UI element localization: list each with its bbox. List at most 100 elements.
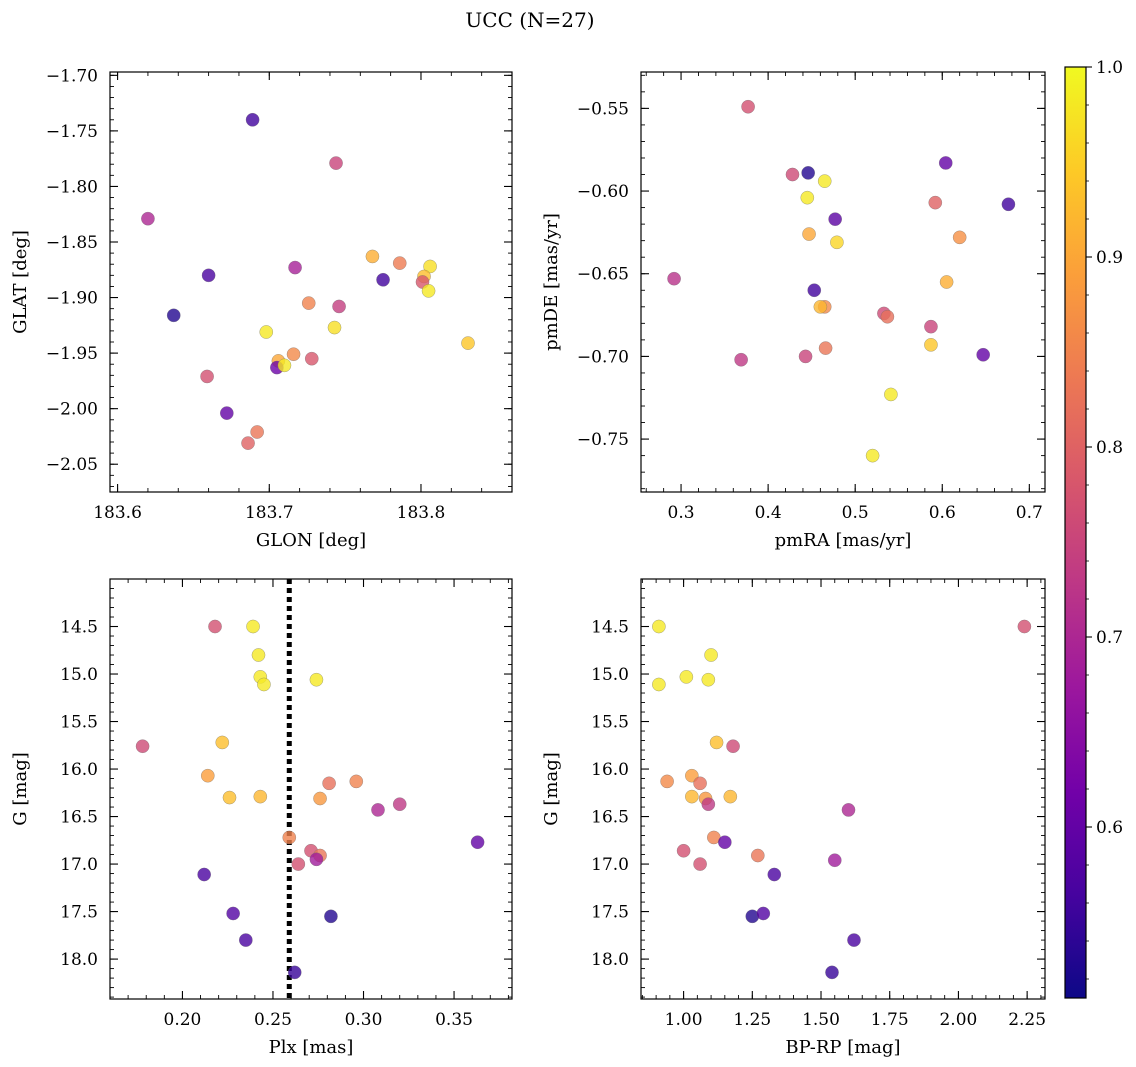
x-tick-label: 0.30: [345, 1010, 383, 1030]
y-tick-label: −1.85: [46, 233, 98, 253]
colorbar-tick-label: 0.6: [1096, 818, 1123, 838]
y-tick-label: −0.75: [577, 430, 629, 450]
x-tick-label: 0.4: [755, 503, 782, 523]
scatter-point: [246, 619, 260, 634]
scatter-point: [723, 789, 738, 804]
scatter-point: [801, 166, 816, 180]
scatter-point: [329, 156, 343, 170]
y-tick-label: 15.5: [60, 713, 98, 733]
scatter-point: [652, 677, 666, 692]
scatter-point: [952, 230, 967, 245]
scatter-point: [222, 790, 237, 805]
scatter-point: [259, 325, 274, 339]
x-tick-label: 183.8: [397, 503, 446, 523]
scatter-point: [226, 906, 240, 921]
scatter-point: [470, 835, 485, 850]
scatter-point: [309, 672, 324, 687]
y-tick-label: 15.0: [591, 665, 629, 685]
panel-plx-g: 0.20 0.25 0.30 0.35 14.5 15.0 15.5 16.0 16.5 17.0…: [10, 578, 513, 1058]
scatter-point: [785, 167, 800, 182]
y-tick-label: 18.0: [591, 950, 629, 970]
y-tick-label: −1.95: [46, 344, 98, 364]
x-tick-label: 0.7: [1016, 503, 1043, 523]
scatter-point: [813, 299, 828, 314]
x-tick-label: 1.50: [802, 1010, 840, 1030]
scatter-point: [938, 156, 953, 170]
scatter-point: [924, 337, 938, 352]
scatter-point: [667, 271, 681, 286]
colorbar-tick-label: 1.0: [1096, 58, 1123, 78]
scatter-point: [201, 268, 216, 283]
scatter-point: [734, 352, 748, 367]
y-tick-label: 18.0: [60, 950, 98, 970]
y-tick-label: 17.0: [591, 855, 629, 875]
scatter-point: [257, 677, 271, 692]
y-tick-label: −1.75: [46, 122, 98, 142]
scatter-point: [288, 260, 302, 275]
y-tick-label: 17.0: [60, 855, 98, 875]
y-tick-label: 16.5: [591, 808, 629, 828]
y-tick-label: 16.5: [60, 808, 98, 828]
scatter-point: [423, 259, 437, 274]
y-tick-label: −0.55: [577, 99, 629, 119]
scatter-point: [166, 308, 181, 323]
plot-area: [667, 99, 1016, 463]
scatter-point: [679, 670, 694, 684]
x-tick-label: 183.7: [245, 503, 294, 523]
scatter-point: [322, 776, 336, 791]
x-tick-label: 1.00: [665, 1010, 703, 1030]
x-axis-label: pmRA [mas/yr]: [775, 530, 912, 551]
scatter-point: [313, 791, 327, 806]
y-tick-label: 17.5: [60, 903, 98, 923]
scatter-point: [800, 190, 815, 205]
scatter-point: [215, 735, 230, 750]
axes-frame: [109, 578, 513, 1000]
x-axis-label: Plx [mas]: [269, 1037, 354, 1058]
x-tick-label: 183.6: [93, 503, 142, 523]
colorbar-ticks: 0.6 0.7 0.8 0.9 1.0: [1086, 58, 1123, 980]
x-tick-label: 1.75: [871, 1010, 909, 1030]
axes-frame: [640, 578, 1046, 1000]
scatter-point: [693, 857, 707, 871]
scatter-point: [208, 619, 222, 634]
colorbar-tick-label: 0.7: [1096, 628, 1123, 648]
plot-area: [141, 112, 475, 450]
x-tick-label: 1.25: [733, 1010, 771, 1030]
y-tick-label: −1.70: [46, 66, 98, 86]
scatter-point: [818, 341, 833, 355]
scatter-point: [301, 296, 316, 310]
scatter-point: [750, 848, 765, 863]
y-axis-label: G [mag]: [541, 752, 562, 825]
x-tick-label: 0.3: [668, 503, 695, 523]
figure-title: UCC (N=27): [465, 8, 594, 32]
scatter-point: [245, 112, 260, 127]
x-tick-label: 0.35: [435, 1010, 473, 1030]
scatter-point: [371, 803, 385, 817]
colorbar: 0.6 0.7 0.8 0.9 1.0: [1064, 58, 1123, 999]
scatter-point: [392, 256, 407, 270]
scatter-point: [291, 857, 306, 871]
scatter-point: [282, 830, 297, 845]
scatter-point: [324, 909, 338, 924]
scatter-point: [928, 195, 943, 210]
scatter-point: [241, 436, 255, 450]
scatter-point: [976, 347, 991, 362]
scatter-point: [141, 211, 155, 226]
y-tick-label: 14.5: [591, 618, 629, 638]
x-axis-label: BP-RP [mag]: [785, 1037, 900, 1058]
y-tick-label: 16.0: [591, 760, 629, 780]
scatter-point: [807, 283, 822, 298]
panel-glon-glat: 183.6 183.7 183.8 −2.05 −2.00 −1.95 −1.90 −1.85…: [10, 66, 513, 551]
scatter-point: [693, 776, 707, 791]
x-tick-label: 0.20: [164, 1010, 202, 1030]
scatter-point: [684, 789, 699, 804]
x-tick-label: 0.5: [842, 503, 869, 523]
scatter-point: [200, 768, 215, 783]
colorbar-tick-label: 0.8: [1096, 438, 1123, 458]
scatter-point: [741, 99, 755, 114]
scatter-point: [830, 235, 844, 250]
scatter-point: [238, 933, 253, 947]
scatter-point: [652, 619, 666, 634]
scatter-point: [717, 835, 732, 850]
